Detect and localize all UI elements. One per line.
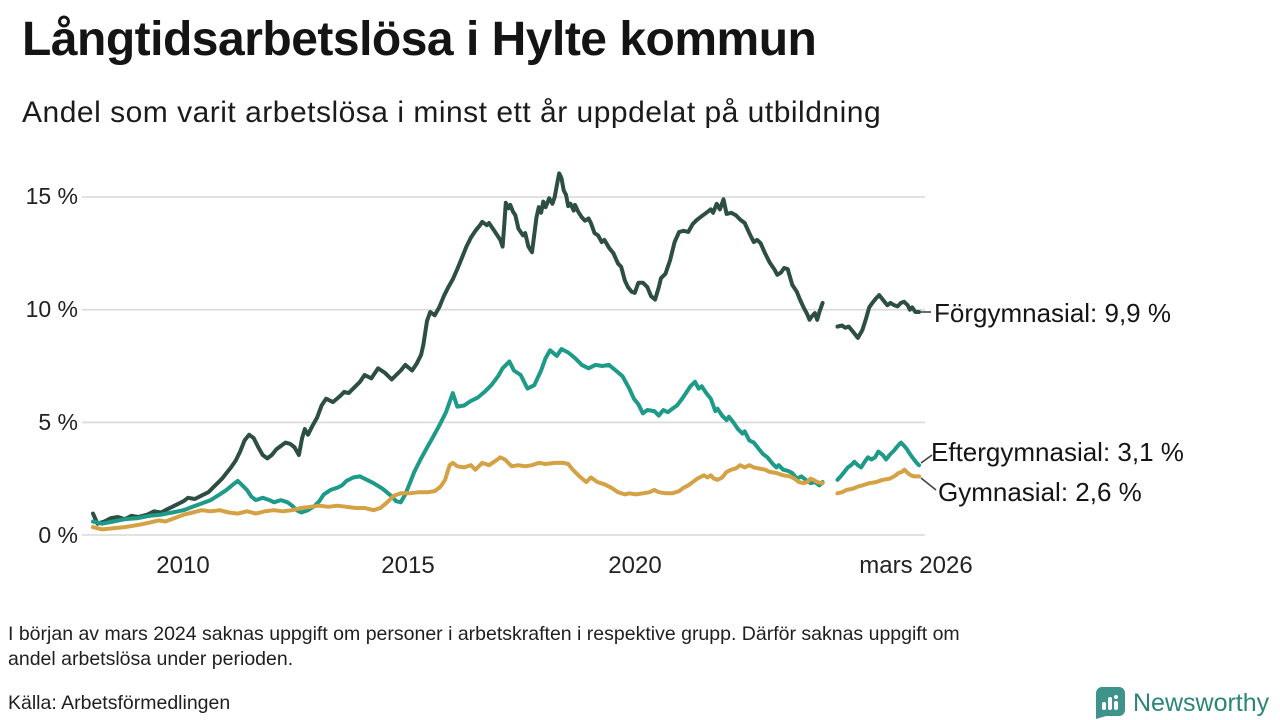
series-line-gymnasial-seg2: [835, 467, 921, 496]
series-line-gymnasial-seg1: [91, 455, 825, 532]
y-tick-5: 5 %: [38, 409, 78, 435]
footnote-line-1: I början av mars 2024 saknas uppgift om …: [8, 623, 960, 645]
series-end-label-eftergymnasial: Eftergymnasial: 3,1 %: [931, 437, 1184, 467]
x-tick-2015: 2015: [381, 552, 435, 579]
series-line-eftergymnasial-seg1: [91, 347, 825, 526]
x-tick-mars-2026: mars 2026: [859, 552, 973, 579]
y-tick-10: 10 %: [25, 296, 78, 322]
series-end-label-gymnasial: Gymnasial: 2,6 %: [938, 477, 1142, 507]
y-tick-0: 0 %: [38, 522, 78, 548]
x-tick-2010: 2010: [156, 552, 210, 579]
series-line-förgymnasial-seg1: [91, 171, 825, 526]
page-subtitle: Andel som varit arbetslösa i minst ett å…: [22, 96, 882, 129]
y-tick-15: 15 %: [25, 183, 78, 209]
series-line-förgymnasial-seg2: [835, 293, 921, 340]
x-tick-2020: 2020: [608, 552, 662, 579]
logo-wordmark: Newsworthy: [1133, 688, 1270, 717]
series-line-eftergymnasial-seg2: [835, 440, 921, 482]
footnote-line-2: andel arbetslösa under perioden.: [8, 648, 294, 670]
page-title: Långtidsarbetslösa i Hylte kommun: [22, 13, 817, 66]
series-end-label-forgymnasial: Förgymnasial: 9,9 %: [934, 298, 1171, 328]
speech-bubble-bar-chart-icon: [1095, 687, 1125, 719]
source-note: Källa: Arbetsförmedlingen: [8, 692, 231, 714]
newsworthy-logo: Newsworthy: [1094, 686, 1269, 720]
leader-line-gymnasial: [920, 477, 937, 491]
leader-line-eftergymnasial: [920, 454, 933, 464]
